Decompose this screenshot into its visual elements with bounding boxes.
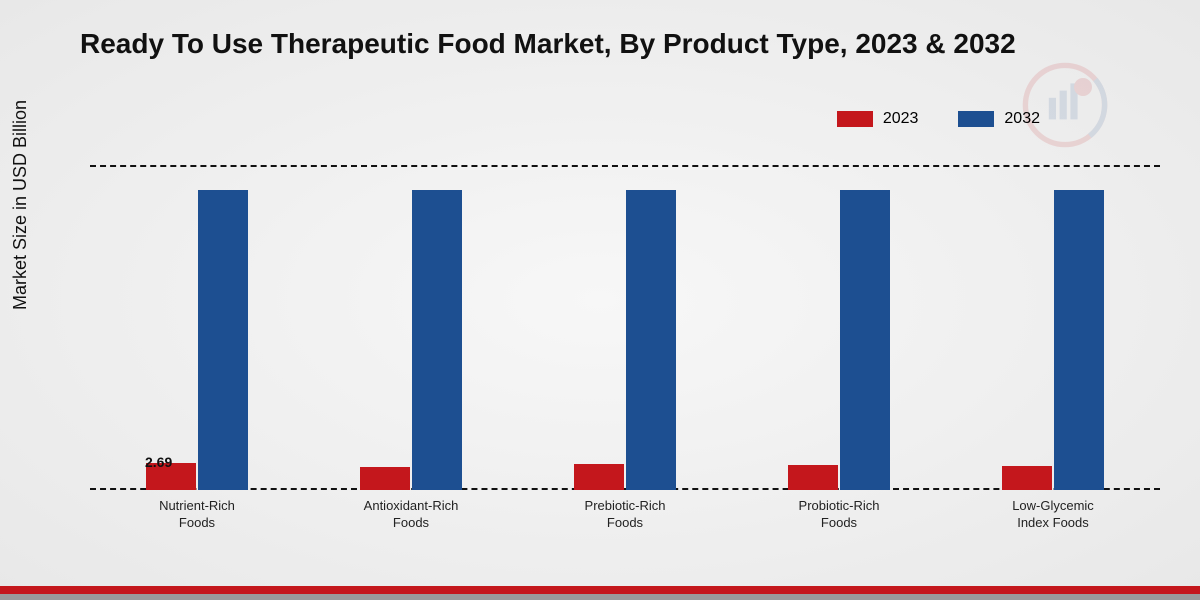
category-label: Probiotic-RichFoods (769, 498, 909, 532)
bar-group: Prebiotic-RichFoods (545, 170, 705, 530)
legend-item-2032: 2032 (958, 110, 1040, 128)
bar-group: Probiotic-RichFoods (759, 170, 919, 530)
bar-2023 (1002, 466, 1052, 490)
bar-2023 (360, 467, 410, 490)
bar-pair (788, 190, 890, 490)
bar-pair (360, 190, 462, 490)
bar-2032 (412, 190, 462, 490)
bar-pair (574, 190, 676, 490)
bar-2023 (788, 465, 838, 490)
footer-bar (0, 586, 1200, 600)
footer-red-stripe (0, 586, 1200, 594)
plot-area: Nutrient-RichFoods 2.69 Antioxidant-RichFo… (90, 170, 1160, 530)
bar-group: Low-GlycemicIndex Foods (973, 170, 1133, 530)
bar-pair (1002, 190, 1104, 490)
bar-2023 (574, 464, 624, 490)
bar-pair (146, 190, 248, 490)
bar-2032 (198, 190, 248, 490)
legend-label-2023: 2023 (883, 110, 919, 128)
category-label: Low-GlycemicIndex Foods (983, 498, 1123, 532)
legend-swatch-2023 (837, 111, 873, 127)
y-axis-label: Market Size in USD Billion (10, 100, 31, 310)
legend-label-2032: 2032 (1004, 110, 1040, 128)
bar-group: Antioxidant-RichFoods (331, 170, 491, 530)
bar-2032 (626, 190, 676, 490)
legend: 2023 2032 (837, 110, 1040, 128)
category-label: Prebiotic-RichFoods (555, 498, 695, 532)
bar-2032 (840, 190, 890, 490)
top-guideline (90, 165, 1160, 167)
bar-group: Nutrient-RichFoods 2.69 (117, 170, 277, 530)
data-label: 2.69 (145, 454, 172, 470)
bar-groups: Nutrient-RichFoods 2.69 Antioxidant-RichFo… (90, 170, 1160, 530)
legend-swatch-2032 (958, 111, 994, 127)
bar-2032 (1054, 190, 1104, 490)
category-label: Antioxidant-RichFoods (341, 498, 481, 532)
footer-grey-stripe (0, 594, 1200, 600)
chart-title: Ready To Use Therapeutic Food Market, By… (80, 28, 1016, 60)
legend-item-2023: 2023 (837, 110, 919, 128)
watermark-logo (1020, 60, 1110, 150)
category-label: Nutrient-RichFoods (127, 498, 267, 532)
